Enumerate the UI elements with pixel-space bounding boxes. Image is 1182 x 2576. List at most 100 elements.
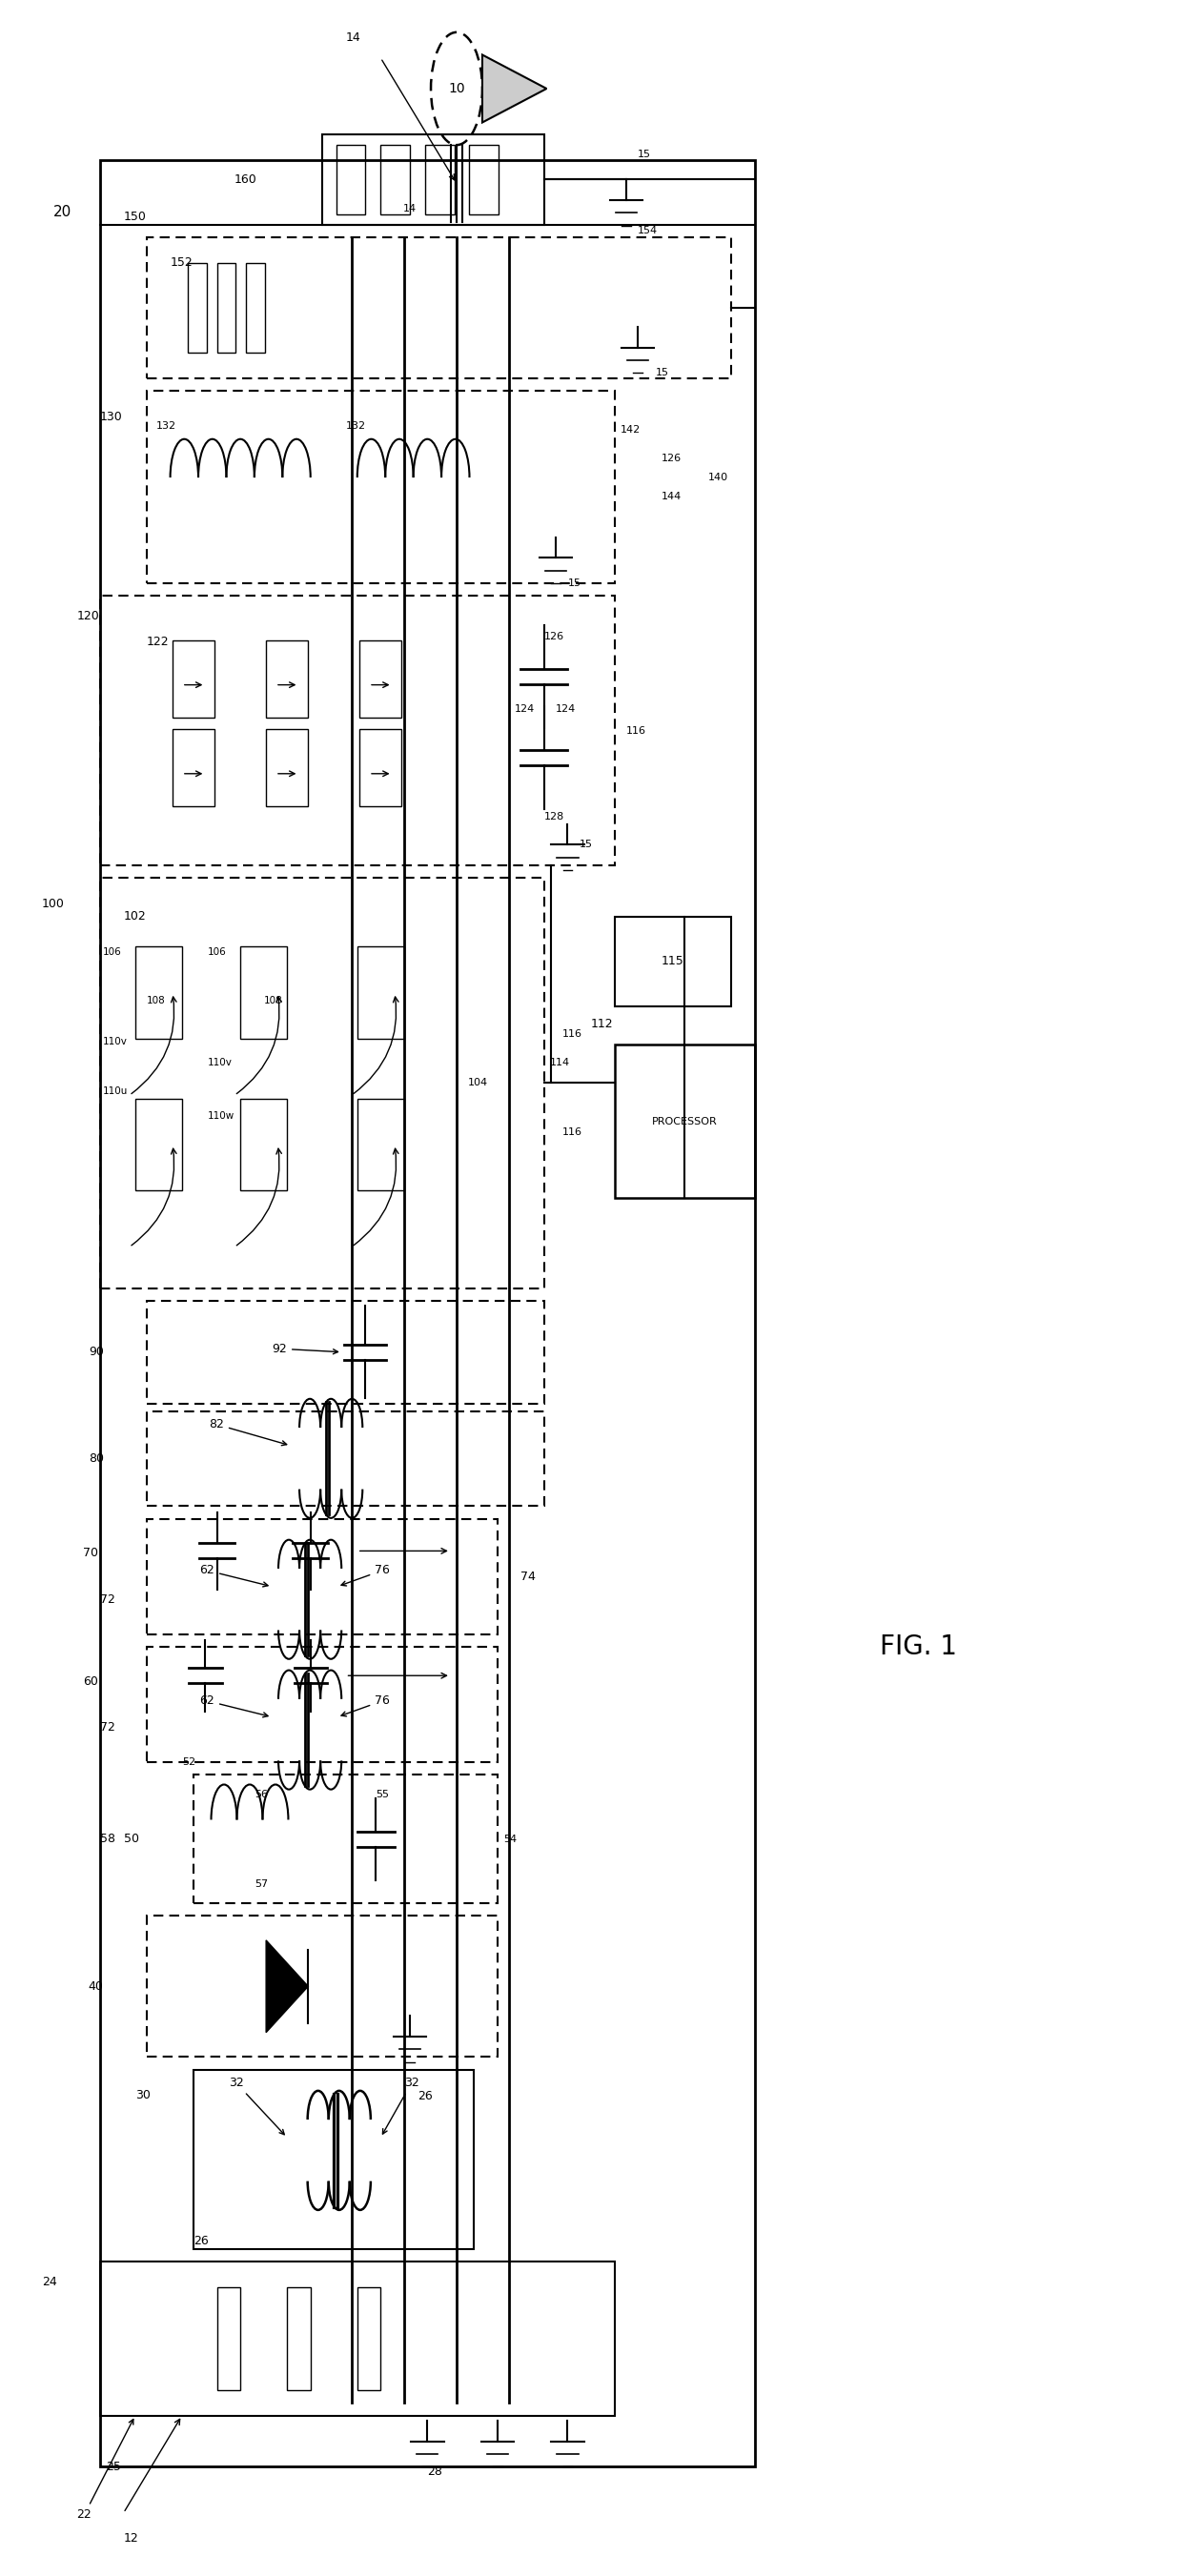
Text: 144: 144 [661, 492, 681, 502]
Text: 24: 24 [41, 2277, 57, 2287]
Text: 112: 112 [591, 1018, 613, 1030]
Text: 26: 26 [418, 2089, 433, 2102]
Text: 60: 60 [83, 1674, 98, 1687]
Text: 110v: 110v [208, 1059, 233, 1066]
Text: 124: 124 [556, 703, 576, 714]
Text: 28: 28 [428, 2465, 442, 2478]
Text: 115: 115 [662, 956, 684, 969]
Text: 40: 40 [89, 1981, 104, 1994]
Text: 32: 32 [228, 2076, 285, 2136]
Text: PROCESSOR: PROCESSOR [651, 1115, 717, 1126]
Bar [147, 1520, 498, 1633]
Text: 56: 56 [254, 1790, 268, 1798]
Polygon shape [482, 54, 546, 124]
Bar [287, 2287, 311, 2391]
Text: 132: 132 [345, 422, 365, 430]
Text: 15: 15 [638, 149, 651, 160]
Bar [323, 134, 544, 224]
Text: 12: 12 [123, 2532, 138, 2545]
Bar [194, 1775, 498, 1904]
Bar [266, 729, 309, 806]
Bar [217, 2287, 240, 2391]
Bar [147, 1301, 544, 1404]
Bar [357, 1097, 404, 1190]
Text: 57: 57 [254, 1878, 268, 1888]
Text: 50: 50 [123, 1832, 138, 1844]
Text: 160: 160 [234, 173, 258, 185]
Text: 90: 90 [89, 1345, 104, 1358]
Bar [217, 263, 235, 353]
Text: 80: 80 [89, 1453, 104, 1466]
Text: 110v: 110v [103, 1038, 128, 1046]
Text: 15: 15 [567, 580, 582, 587]
Text: 74: 74 [521, 1571, 535, 1582]
Bar [147, 1646, 498, 1762]
Text: 142: 142 [621, 425, 641, 435]
Bar [357, 2287, 381, 2391]
Bar [469, 144, 499, 214]
Text: 120: 120 [77, 611, 99, 623]
Text: 58: 58 [100, 1832, 116, 1844]
Text: 30: 30 [135, 2089, 150, 2102]
Text: 150: 150 [123, 211, 147, 224]
Text: 55: 55 [376, 1790, 389, 1798]
Text: 104: 104 [468, 1079, 488, 1087]
Bar [147, 1917, 498, 2056]
Text: 116: 116 [561, 1128, 582, 1136]
Text: FIG. 1: FIG. 1 [879, 1633, 957, 1659]
Text: 14: 14 [403, 204, 416, 214]
Text: 62: 62 [200, 1564, 268, 1587]
Bar [188, 263, 207, 353]
Text: 54: 54 [504, 1834, 517, 1844]
Text: 102: 102 [123, 909, 147, 922]
Text: 10: 10 [448, 82, 465, 95]
Text: 106: 106 [103, 948, 122, 956]
Bar [615, 1043, 754, 1198]
Text: 15: 15 [655, 368, 669, 379]
Text: 76: 76 [342, 1564, 390, 1587]
Bar [173, 641, 215, 716]
Text: 126: 126 [544, 631, 564, 641]
Text: 114: 114 [550, 1059, 570, 1066]
Text: 152: 152 [170, 258, 193, 268]
Bar [194, 2069, 474, 2249]
Text: 15: 15 [579, 840, 592, 850]
Bar [359, 729, 402, 806]
Bar [246, 263, 265, 353]
Text: 130: 130 [100, 410, 123, 422]
Bar [426, 144, 454, 214]
Text: 116: 116 [561, 1028, 582, 1038]
Text: 14: 14 [345, 31, 361, 44]
Bar [100, 878, 544, 1288]
Bar [240, 1097, 287, 1190]
Bar [100, 595, 615, 866]
Text: 116: 116 [626, 726, 647, 734]
Bar [100, 2262, 615, 2416]
Text: 110w: 110w [208, 1110, 234, 1121]
Text: 22: 22 [77, 2419, 134, 2522]
Text: 154: 154 [638, 227, 658, 234]
Text: 82: 82 [209, 1419, 287, 1445]
Text: 92: 92 [272, 1342, 338, 1355]
Text: 110u: 110u [103, 1087, 128, 1095]
Text: 70: 70 [83, 1548, 98, 1558]
Text: 128: 128 [544, 811, 565, 822]
Text: 108: 108 [264, 997, 282, 1005]
Text: 124: 124 [515, 703, 535, 714]
Bar [135, 945, 182, 1038]
Bar [266, 641, 309, 716]
Bar [100, 160, 754, 2468]
Bar [147, 392, 615, 582]
Text: 62: 62 [200, 1695, 268, 1718]
Bar [381, 144, 410, 214]
Text: 52: 52 [182, 1757, 195, 1767]
Text: 25: 25 [106, 2460, 121, 2473]
Text: 76: 76 [342, 1695, 390, 1716]
Text: 72: 72 [100, 1592, 116, 1605]
Text: 32: 32 [383, 2076, 418, 2133]
Bar [173, 729, 215, 806]
Text: 100: 100 [41, 896, 65, 909]
Text: 132: 132 [156, 422, 176, 430]
Text: 72: 72 [100, 1721, 116, 1734]
Text: 106: 106 [208, 948, 227, 956]
